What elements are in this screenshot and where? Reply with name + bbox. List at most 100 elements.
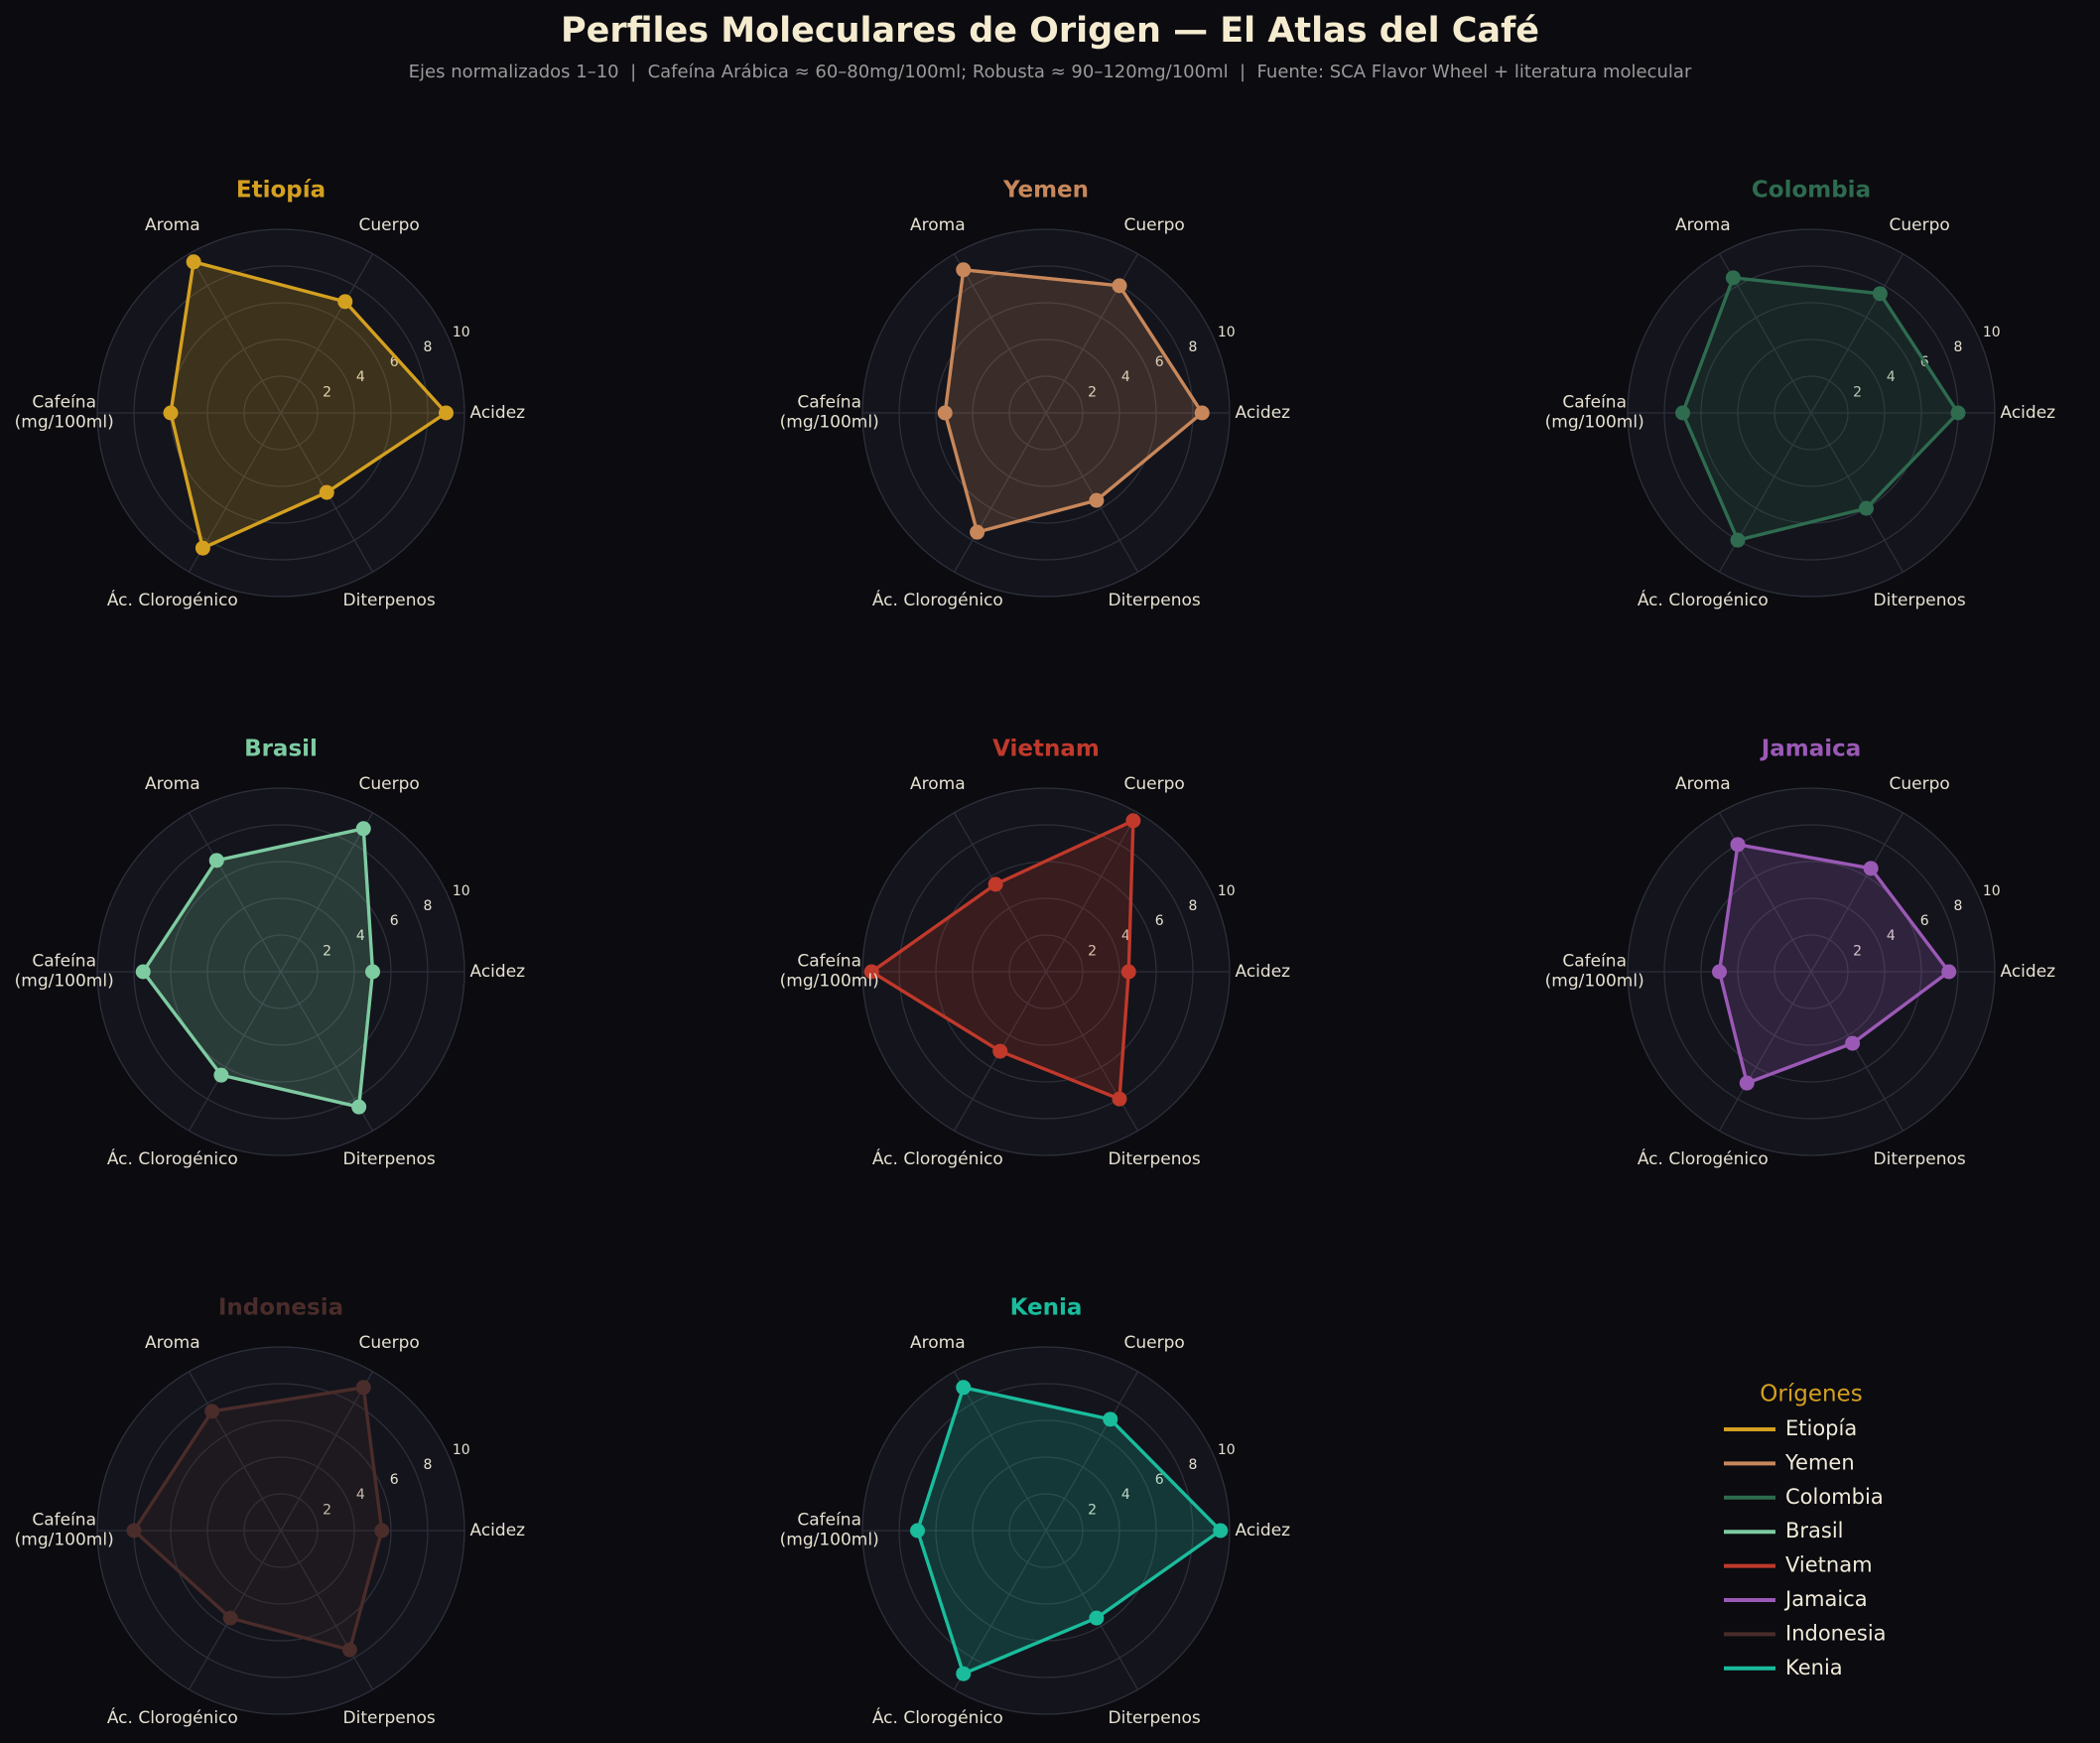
axis-label: Ác. Clorogénico	[106, 1148, 238, 1169]
marker	[337, 294, 353, 310]
axis-label: Cafeína (mg/100ml)	[1544, 951, 1644, 992]
r-tick-label: 2	[323, 943, 331, 959]
marker	[1739, 1075, 1755, 1091]
axis-label: Acidez	[1235, 961, 1291, 982]
marker	[195, 540, 210, 556]
axis-label: Ác. Clorogénico	[871, 1148, 1003, 1169]
marker	[1712, 964, 1727, 980]
r-tick-label: 8	[1954, 339, 1963, 355]
r-tick-label: 8	[424, 339, 433, 355]
axis-label: Aroma	[145, 1332, 200, 1353]
r-tick-label: 2	[1088, 943, 1097, 959]
spoke	[1045, 412, 1139, 573]
axis-label: Cafeína (mg/100ml)	[1544, 392, 1644, 433]
r-tick-label: 2	[1088, 384, 1097, 400]
marker	[956, 1380, 972, 1396]
spoke	[188, 971, 282, 1132]
spoke	[188, 1371, 282, 1532]
axis-label: Ác. Clorogénico	[106, 590, 238, 610]
legend-label: Yemen	[1784, 1450, 1855, 1474]
spoke	[1810, 253, 1904, 414]
axis-label: Aroma	[910, 1332, 966, 1353]
marker	[1112, 1091, 1127, 1107]
marker	[355, 821, 371, 837]
axis-label: Ác. Clorogénico	[106, 1707, 238, 1728]
spoke	[280, 1530, 374, 1690]
r-tick-label: 8	[1189, 1457, 1198, 1473]
r-tick-label: 8	[1954, 898, 1963, 914]
axis-label: Diterpenos	[342, 590, 436, 610]
marker	[1112, 278, 1127, 294]
marker	[1730, 532, 1746, 548]
axis-label: Ác. Clorogénico	[871, 590, 1003, 610]
spoke	[1045, 1371, 1139, 1532]
spoke	[953, 1530, 1047, 1690]
marker	[208, 853, 224, 869]
axis-label: Cuerpo	[358, 773, 420, 794]
axis-label: Acidez	[469, 402, 526, 423]
axis-label: Aroma	[1675, 773, 1731, 794]
axis-label: Cuerpo	[1123, 773, 1185, 794]
legend-label: Vietnam	[1785, 1553, 1873, 1577]
axis-label: Cafeína (mg/100ml)	[779, 392, 879, 433]
axis-label: Diterpenos	[1108, 590, 1201, 610]
axis-label: Cafeína (mg/100ml)	[14, 1510, 114, 1550]
r-tick-label: 4	[1121, 369, 1130, 385]
spoke	[188, 253, 282, 414]
r-tick-label: 8	[1189, 898, 1198, 914]
r-tick-label: 6	[390, 1472, 399, 1488]
r-tick-label: 2	[1853, 943, 1862, 959]
axis-label: Aroma	[910, 773, 966, 794]
r-tick-label: 10	[453, 325, 470, 340]
marker	[1194, 405, 1210, 421]
axis-label: Cuerpo	[1123, 214, 1185, 235]
spoke	[1045, 1530, 1139, 1690]
subplot-title: Etiopía	[236, 178, 326, 203]
r-tick-label: 2	[1853, 384, 1862, 400]
axis-label: Diterpenos	[342, 1148, 436, 1169]
marker	[970, 524, 985, 540]
axis-label: Aroma	[1675, 214, 1731, 235]
r-tick-label: 4	[1887, 369, 1896, 385]
axis-label: Acidez	[1235, 1520, 1291, 1541]
legend-label: Indonesia	[1785, 1621, 1887, 1645]
axis-label: Acidez	[2000, 961, 2056, 982]
axis-label: Acidez	[469, 1520, 526, 1541]
axis-label: Cafeína (mg/100ml)	[14, 951, 114, 992]
marker	[1089, 1610, 1105, 1626]
marker	[213, 1067, 229, 1083]
axis-label: Cafeína (mg/100ml)	[14, 392, 114, 433]
legend-label: Kenia	[1785, 1656, 1843, 1679]
marker	[126, 1523, 142, 1539]
r-tick-label: 4	[356, 369, 365, 385]
subplot-title: Yemen	[1002, 178, 1089, 203]
spoke	[953, 412, 1047, 573]
r-tick-label: 10	[453, 1442, 470, 1458]
marker	[1103, 1411, 1118, 1427]
spoke	[953, 812, 1047, 973]
marker	[1730, 837, 1746, 853]
marker	[1675, 405, 1690, 421]
chart-subtitle: Ejes normalizados 1–10 | Cafeína Arábica…	[409, 62, 1692, 82]
marker	[355, 1380, 371, 1396]
spoke	[188, 1530, 282, 1690]
axis-label: Acidez	[1235, 402, 1291, 423]
axis-label: Ác. Clorogénico	[1637, 590, 1769, 610]
axis-label: Diterpenos	[1873, 590, 1966, 610]
axis-label: Aroma	[910, 214, 966, 235]
subplot-title: Jamaica	[1760, 737, 1862, 762]
legend-label: Brasil	[1785, 1519, 1844, 1542]
axis-label: Cafeína (mg/100ml)	[779, 951, 879, 992]
marker	[319, 484, 334, 500]
axis-label: Aroma	[145, 214, 200, 235]
spoke	[280, 253, 374, 414]
axis-label: Ác. Clorogénico	[1637, 1148, 1769, 1169]
r-tick-label: 6	[1920, 913, 1929, 929]
marker	[1120, 964, 1136, 980]
spoke	[1045, 812, 1139, 973]
r-tick-label: 8	[1189, 339, 1198, 355]
marker	[1125, 813, 1141, 829]
axis-label: Aroma	[145, 773, 200, 794]
r-tick-label: 10	[453, 883, 470, 899]
